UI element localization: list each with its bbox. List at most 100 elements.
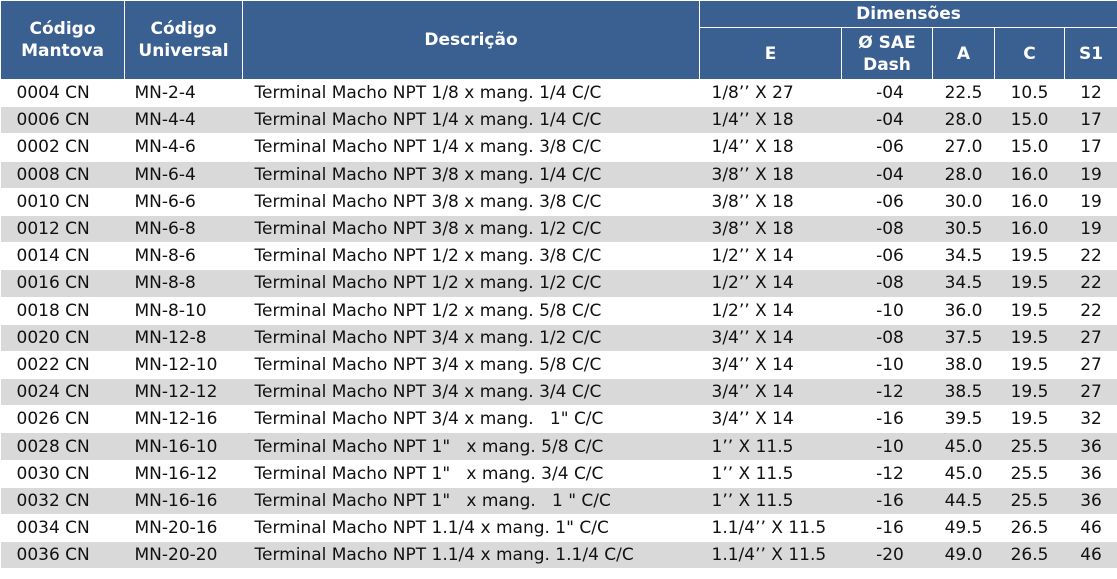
dimensao-s1-cell: 22: [1064, 242, 1117, 270]
codigo-mantova-cell: 0014 CN: [0, 242, 125, 270]
dimensao-s1-cell: 19: [1064, 214, 1117, 243]
sae-dash-cell: -16: [841, 486, 933, 515]
dimensao-e-cell: 1’’ X 11.5: [699, 432, 842, 461]
table-row: 0030 CN MN-16-12 Terminal Macho NPT 1" x m…: [0, 459, 1117, 488]
table-row: 0020 CN MN-12-8 Terminal Macho NPT 3/4 x m…: [0, 323, 1117, 352]
codigo-mantova-cell: 0002 CN: [0, 133, 125, 162]
sae-dash-cell: -10: [841, 350, 933, 379]
codigo-mantova-cell: 0006 CN: [0, 106, 125, 134]
sae-dash-cell: -04: [841, 160, 933, 189]
sae-dash-cell: -10: [841, 432, 933, 461]
sae-dash-cell: -08: [841, 214, 933, 243]
dimensao-c-cell: 16.0: [994, 187, 1065, 216]
codigo-universal-cell: MN-20-16: [124, 513, 243, 542]
sae-dash-cell: -10: [841, 296, 933, 325]
dimensao-s1-cell: 19: [1064, 160, 1117, 189]
codigo-universal-cell: MN-8-6: [124, 242, 243, 270]
dimensao-e-cell: 1/4’’ X 18: [699, 133, 842, 162]
dimensao-c-cell: 16.0: [994, 160, 1065, 189]
dimensao-e-cell: 1/2’’ X 14: [699, 296, 842, 325]
dimensao-e-cell: 3/8’’ X 18: [699, 160, 842, 189]
codigo-mantova-cell: 0032 CN: [0, 486, 125, 515]
dimensao-s1-cell: 19: [1064, 187, 1117, 216]
header-c: C: [994, 27, 1065, 80]
table-row: 0014 CN MN-8-6 Terminal Macho NPT 1/2 x ma…: [0, 242, 1117, 270]
codigo-universal-cell: MN-8-8: [124, 269, 243, 297]
dimensao-e-cell: 1/2’’ X 14: [699, 269, 842, 297]
dimensao-s1-cell: 27: [1064, 350, 1117, 379]
dimensao-s1-cell: 46: [1064, 513, 1117, 542]
dimensao-s1-cell: 17: [1064, 106, 1117, 134]
dimensao-s1-cell: 12: [1064, 78, 1117, 107]
codigo-mantova-cell: 0022 CN: [0, 350, 125, 379]
codigo-universal-cell: MN-20-20: [124, 541, 243, 569]
table-row: 0022 CN MN-12-10 Terminal Macho NPT 3/4 x …: [0, 350, 1117, 379]
dimensao-c-cell: 25.5: [994, 459, 1065, 488]
codigo-universal-cell: MN-6-6: [124, 187, 243, 216]
dimensao-e-cell: 3/8’’ X 18: [699, 187, 842, 216]
dimensao-c-cell: 26.5: [994, 513, 1065, 542]
sae-dash-cell: -16: [841, 513, 933, 542]
dimensao-c-cell: 19.5: [994, 378, 1065, 406]
dimensao-s1-cell: 32: [1064, 405, 1117, 433]
dimensao-c-cell: 19.5: [994, 405, 1065, 433]
dimensao-a-cell: 30.5: [932, 214, 995, 243]
descricao-cell: Terminal Macho NPT 3/8 x mang. 1/4 C/C: [242, 160, 700, 189]
descricao-cell: Terminal Macho NPT 1.1/4 x mang. 1.1/4 C…: [242, 541, 700, 569]
dimensao-e-cell: 3/4’’ X 14: [699, 323, 842, 352]
dimensao-a-cell: 39.5: [932, 405, 995, 433]
dimensao-s1-cell: 46: [1064, 541, 1117, 569]
codigo-universal-cell: MN-12-12: [124, 378, 243, 406]
header-a: A: [932, 27, 995, 80]
header-s1: S1: [1063, 27, 1117, 80]
sae-dash-cell: -16: [841, 405, 933, 433]
sae-dash-cell: -08: [841, 323, 933, 352]
descricao-cell: Terminal Macho NPT 1.1/4 x mang. 1" C/C: [242, 513, 700, 542]
dimensao-a-cell: 22.5: [932, 78, 995, 107]
dimensao-e-cell: 3/4’’ X 14: [699, 378, 842, 406]
descricao-cell: Terminal Macho NPT 1/8 x mang. 1/4 C/C: [242, 78, 700, 107]
table-row: 0008 CN MN-6-4 Terminal Macho NPT 3/8 x ma…: [0, 160, 1117, 189]
descricao-cell: Terminal Macho NPT 1/2 x mang. 3/8 C/C: [242, 242, 700, 270]
table-row: 0012 CN MN-6-8 Terminal Macho NPT 3/8 x ma…: [0, 214, 1117, 243]
codigo-universal-cell: MN-16-12: [124, 459, 243, 488]
codigo-mantova-cell: 0012 CN: [0, 214, 125, 243]
sae-dash-cell: -06: [841, 187, 933, 216]
header-e: E: [699, 27, 842, 80]
descricao-cell: Terminal Macho NPT 1" x mang. 3/4 C/C: [242, 459, 700, 488]
dimensao-e-cell: 1.1/4’’ X 11.5: [699, 513, 842, 542]
dimensao-s1-cell: 22: [1064, 296, 1117, 325]
dimensao-e-cell: 1/8’’ X 27: [699, 78, 842, 107]
table-row: 0006 CN MN-4-4 Terminal Macho NPT 1/4 x ma…: [0, 106, 1117, 134]
codigo-universal-cell: MN-4-6: [124, 133, 243, 162]
dimensao-a-cell: 37.5: [932, 323, 995, 352]
dimensao-a-cell: 34.5: [932, 269, 995, 297]
descricao-cell: Terminal Macho NPT 1/2 x mang. 1/2 C/C: [242, 269, 700, 297]
codigo-mantova-cell: 0030 CN: [0, 459, 125, 488]
codigo-universal-cell: MN-8-10: [124, 296, 243, 325]
descricao-cell: Terminal Macho NPT 3/4 x mang. 5/8 C/C: [242, 350, 700, 379]
dimensao-a-cell: 38.5: [932, 378, 995, 406]
dimensao-s1-cell: 27: [1064, 378, 1117, 406]
dimensao-s1-cell: 17: [1064, 133, 1117, 162]
table-row: 0028 CN MN-16-10 Terminal Macho NPT 1" x m…: [0, 432, 1117, 461]
descricao-cell: Terminal Macho NPT 1/2 x mang. 5/8 C/C: [242, 296, 700, 325]
dimensao-a-cell: 38.0: [932, 350, 995, 379]
table-row: 0026 CN MN-12-16 Terminal Macho NPT 3/4 x …: [0, 405, 1117, 433]
dimensao-s1-cell: 36: [1064, 459, 1117, 488]
sae-dash-cell: -12: [841, 378, 933, 406]
codigo-universal-cell: MN-4-4: [124, 106, 243, 134]
codigo-universal-cell: MN-12-10: [124, 350, 243, 379]
table-row: 0002 CN MN-4-6 Terminal Macho NPT 1/4 x ma…: [0, 133, 1117, 162]
sae-dash-cell: -12: [841, 459, 933, 488]
dimensao-c-cell: 15.0: [994, 133, 1065, 162]
dimensao-s1-cell: 36: [1064, 432, 1117, 461]
descricao-cell: Terminal Macho NPT 3/4 x mang. 1" C/C: [242, 405, 700, 433]
codigo-universal-cell: MN-12-16: [124, 405, 243, 433]
codigo-mantova-cell: 0004 CN: [0, 78, 125, 107]
sae-dash-cell: -04: [841, 106, 933, 134]
sae-dash-cell: -20: [841, 541, 933, 569]
sae-dash-cell: -04: [841, 78, 933, 107]
table-body: 0004 CN MN-2-4 Terminal Macho NPT 1/8 x ma…: [0, 78, 1117, 569]
